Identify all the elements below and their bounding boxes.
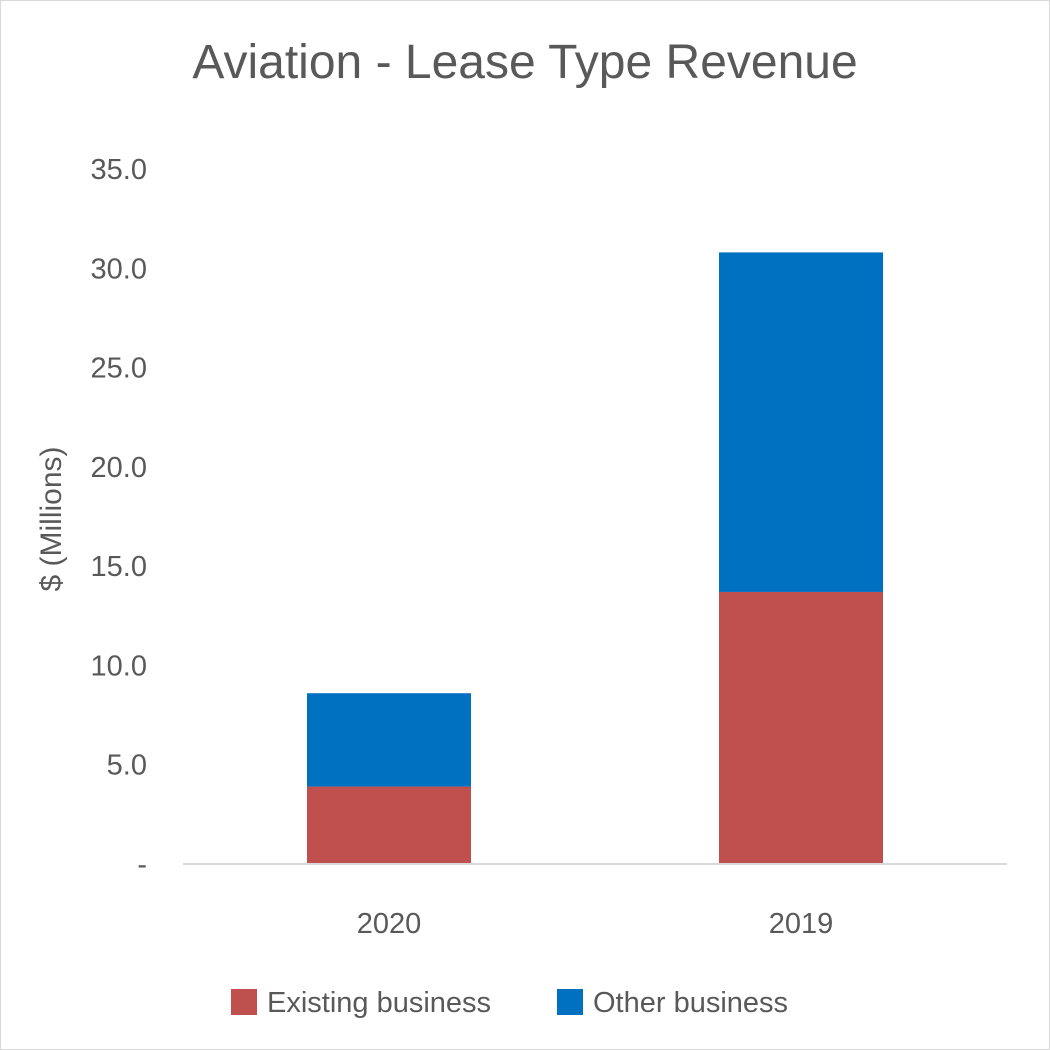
bar-2020-series-1 [307,693,471,787]
y-axis-ticks: - 5.0 10.0 15.0 20.0 25.0 30.0 35.0 [91,154,147,881]
y-tick-label: - [137,849,147,881]
bar-2020-series-0 [307,786,471,864]
y-axis-title: $ (Millions) [35,446,68,591]
y-tick-label: 10.0 [91,650,147,682]
legend: Existing business Other business [231,987,788,1019]
y-tick-label: 5.0 [107,750,147,782]
chart-title: Aviation - Lease Type Revenue [192,36,857,89]
legend-swatch [231,989,257,1015]
y-tick-label: 20.0 [91,452,147,484]
legend-label: Other business [593,987,788,1019]
y-tick-label: 25.0 [91,353,147,385]
x-axis-labels: 2020 2019 [357,908,834,940]
legend-swatch [557,989,583,1015]
y-tick-label: 35.0 [91,154,147,186]
bar-2019-series-0 [719,591,883,864]
bar-2019-series-1 [719,252,883,592]
y-tick-label: 30.0 [91,253,147,285]
x-tick-label: 2019 [769,908,834,940]
legend-label: Existing business [267,987,491,1019]
x-tick-label: 2020 [357,908,422,940]
y-tick-label: 15.0 [91,551,147,583]
bar-group [307,252,883,864]
